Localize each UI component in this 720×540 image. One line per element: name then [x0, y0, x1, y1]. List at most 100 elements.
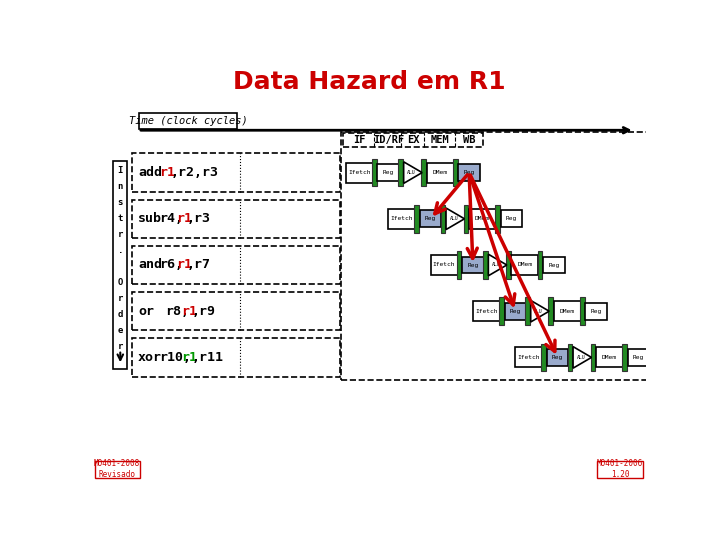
Bar [549, 298, 553, 325]
Bar [372, 159, 377, 186]
Text: ,r2,r3: ,r2,r3 [171, 166, 218, 179]
Bar [343, 133, 483, 147]
Bar [441, 205, 445, 233]
Bar [462, 256, 484, 273]
Text: sub: sub [138, 212, 162, 225]
Polygon shape [488, 254, 507, 276]
Text: s: s [117, 198, 123, 207]
Text: WB: WB [463, 135, 475, 145]
Text: MEM: MEM [431, 135, 449, 145]
Bar [415, 205, 419, 233]
Text: DMem: DMem [559, 309, 575, 314]
Text: n: n [117, 182, 123, 191]
Bar [596, 347, 623, 367]
Text: r1: r1 [181, 305, 197, 318]
Bar [453, 159, 457, 186]
Text: Reg: Reg [425, 217, 436, 221]
Bar [459, 164, 480, 181]
Text: MO401-2006
1.20: MO401-2006 1.20 [597, 460, 643, 479]
Text: r1: r1 [160, 166, 176, 179]
Text: Reg: Reg [510, 309, 521, 314]
Bar [132, 246, 340, 284]
Text: Ifetch: Ifetch [433, 262, 455, 267]
Bar [420, 210, 441, 227]
Bar [421, 159, 426, 186]
Bar [495, 205, 500, 233]
Bar [590, 343, 595, 372]
Text: r1: r1 [176, 212, 192, 225]
Bar [398, 159, 403, 186]
Text: DMem: DMem [518, 262, 532, 267]
Bar [473, 301, 500, 321]
FancyBboxPatch shape [139, 112, 237, 130]
Text: MO401-2008
Revisado: MO401-2008 Revisado [94, 460, 140, 479]
Bar [543, 256, 564, 273]
Text: ID/RF: ID/RF [373, 135, 404, 145]
Bar [388, 209, 415, 229]
Text: Reg: Reg [506, 217, 517, 221]
Text: r: r [117, 342, 123, 350]
Bar [431, 255, 457, 275]
Text: d: d [117, 310, 123, 319]
Text: I: I [117, 166, 123, 175]
Text: t: t [117, 214, 123, 223]
Text: ,r9: ,r9 [192, 305, 216, 318]
Bar [346, 163, 373, 183]
Polygon shape [404, 162, 422, 184]
Bar [511, 255, 539, 275]
Bar [547, 349, 568, 366]
Bar [377, 164, 399, 181]
Text: O: O [117, 278, 123, 287]
Bar [628, 349, 649, 366]
Bar [516, 347, 542, 367]
Bar [132, 153, 340, 192]
Bar [554, 301, 581, 321]
Bar [464, 205, 468, 233]
Text: ,r3: ,r3 [186, 212, 210, 225]
Text: ALU: ALU [407, 170, 415, 175]
Text: .: . [117, 246, 123, 255]
Polygon shape [446, 208, 464, 230]
Bar [427, 163, 454, 183]
Text: DMem: DMem [433, 170, 448, 175]
Bar [483, 251, 487, 279]
Bar [132, 292, 340, 330]
Text: e: e [117, 326, 123, 335]
Bar [585, 303, 607, 320]
Text: r8,: r8, [165, 305, 189, 318]
Bar [506, 251, 510, 279]
Text: Reg: Reg [548, 262, 559, 267]
Text: r: r [117, 294, 123, 303]
Text: Reg: Reg [590, 309, 602, 314]
Text: ALU: ALU [577, 355, 585, 360]
Text: ALU: ALU [492, 262, 500, 267]
Text: Ifetch: Ifetch [518, 355, 540, 360]
Bar [597, 461, 643, 477]
Text: or: or [138, 305, 154, 318]
Text: ALU: ALU [449, 217, 458, 221]
Text: Time (clock cycles): Time (clock cycles) [129, 116, 248, 126]
Text: Ifetch: Ifetch [475, 309, 498, 314]
Text: DMem: DMem [602, 355, 617, 360]
Bar [132, 338, 340, 377]
Polygon shape [573, 347, 592, 368]
Text: r1: r1 [181, 351, 197, 364]
Text: r: r [117, 230, 123, 239]
Text: and: and [138, 259, 162, 272]
Bar [538, 251, 542, 279]
Bar [500, 210, 522, 227]
Text: DMem: DMem [475, 217, 490, 221]
Text: Reg: Reg [552, 355, 563, 360]
Text: xor: xor [138, 351, 162, 364]
Bar [113, 161, 127, 369]
Bar [580, 298, 585, 325]
Text: ALU: ALU [534, 309, 543, 314]
Text: EX: EX [407, 135, 419, 145]
Text: Ifetch: Ifetch [348, 170, 371, 175]
Bar [456, 251, 462, 279]
Text: ,r7: ,r7 [186, 259, 210, 272]
Bar [469, 209, 496, 229]
Text: Reg: Reg [467, 262, 479, 267]
Text: add: add [138, 166, 162, 179]
Bar [541, 343, 546, 372]
